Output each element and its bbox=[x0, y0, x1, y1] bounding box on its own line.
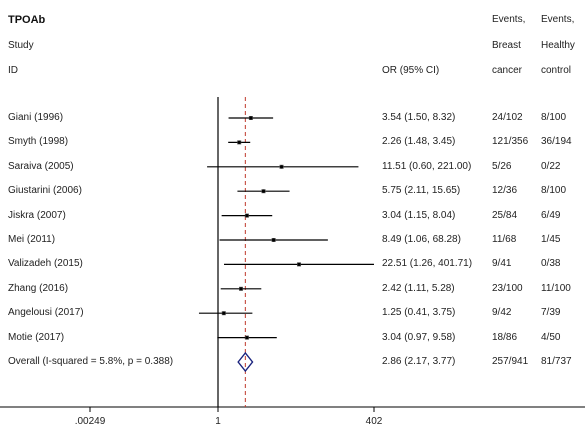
study-events-cancer: 5/26 bbox=[492, 160, 512, 172]
study-name: Motie (2017) bbox=[8, 331, 65, 343]
overall-events-control: 81/737 bbox=[541, 356, 572, 367]
study-column-header: Study bbox=[8, 40, 34, 51]
study-point-estimate bbox=[297, 262, 301, 266]
study-events-cancer: 24/102 bbox=[492, 112, 523, 123]
study-events-cancer: 25/84 bbox=[492, 209, 518, 221]
x-tick-label: 402 bbox=[366, 416, 383, 427]
overall-label: Overall (I-squared = 5.8%, p = 0.388) bbox=[8, 356, 174, 367]
study-point-estimate bbox=[272, 238, 276, 242]
events-control-header-line2: Healthy bbox=[541, 40, 575, 51]
study-events-control: 0/38 bbox=[541, 258, 561, 270]
study-point-estimate bbox=[249, 116, 253, 120]
study-or-ci: 22.51 (1.26, 401.71) bbox=[382, 258, 473, 270]
study-events-cancer: 12/36 bbox=[492, 185, 518, 197]
study-events-control: 8/100 bbox=[541, 185, 567, 197]
study-or-ci: 2.26 (1.48, 3.45) bbox=[382, 136, 456, 148]
events-control-header-line1: Events, bbox=[541, 14, 575, 25]
study-events-cancer: 9/41 bbox=[492, 258, 512, 270]
events-cancer-header-line3: cancer bbox=[492, 65, 523, 76]
study-name: Mei (2011) bbox=[8, 234, 56, 245]
study-events-control: 8/100 bbox=[541, 112, 567, 123]
study-events-cancer: 18/86 bbox=[492, 331, 518, 343]
overall-diamond bbox=[237, 351, 254, 373]
study-point-estimate bbox=[237, 140, 241, 144]
study-point-estimate bbox=[245, 336, 249, 340]
study-or-ci: 8.49 (1.06, 68.28) bbox=[382, 234, 461, 245]
x-tick-label: 1 bbox=[215, 416, 221, 427]
study-events-cancer: 11/68 bbox=[492, 234, 517, 245]
study-events-cancer: 23/100 bbox=[492, 282, 523, 294]
study-or-ci: 5.75 (2.11, 15.65) bbox=[382, 185, 461, 197]
id-column-header: ID bbox=[8, 65, 18, 76]
study-events-control: 36/194 bbox=[541, 136, 572, 148]
plot-title: TPOAb bbox=[8, 14, 46, 26]
events-control-header-line3: control bbox=[541, 65, 572, 76]
study-point-estimate bbox=[222, 311, 226, 315]
study-or-ci: 3.54 (1.50, 8.32) bbox=[382, 112, 456, 123]
study-or-ci: 1.25 (0.41, 3.75) bbox=[382, 307, 456, 319]
study-or-ci: 3.04 (0.97, 9.58) bbox=[382, 331, 456, 343]
study-name: Smyth (1998) bbox=[8, 136, 69, 148]
events-cancer-header-line1: Events, bbox=[492, 14, 526, 25]
study-or-ci: 3.04 (1.15, 8.04) bbox=[382, 209, 456, 221]
study-name: Giustarini (2006) bbox=[8, 185, 82, 197]
overall-or-ci: 2.86 (2.17, 3.77) bbox=[382, 356, 456, 367]
study-events-cancer: 121/356 bbox=[492, 136, 529, 148]
study-or-ci: 2.42 (1.11, 5.28) bbox=[382, 282, 455, 294]
study-events-control: 1/45 bbox=[541, 234, 561, 245]
or-column-header: OR (95% CI) bbox=[382, 65, 440, 76]
study-events-control: 11/100 bbox=[541, 282, 571, 294]
x-tick-label: .00249 bbox=[75, 416, 106, 427]
study-name: Giani (1996) bbox=[8, 112, 64, 123]
overall-events-cancer: 257/941 bbox=[492, 356, 529, 367]
study-events-control: 6/49 bbox=[541, 209, 561, 221]
study-name: Angelousi (2017) bbox=[8, 307, 84, 319]
study-events-control: 7/39 bbox=[541, 307, 561, 319]
study-or-ci: 11.51 (0.60, 221.00) bbox=[382, 160, 472, 172]
study-point-estimate bbox=[279, 165, 284, 169]
events-cancer-header-line2: Breast bbox=[492, 40, 521, 51]
study-events-control: 4/50 bbox=[541, 331, 561, 343]
study-name: Zhang (2016) bbox=[8, 282, 69, 294]
study-point-estimate bbox=[245, 214, 249, 218]
study-events-control: 0/22 bbox=[541, 160, 561, 172]
study-name: Jiskra (2007) bbox=[8, 209, 66, 221]
study-point-estimate bbox=[239, 287, 243, 291]
study-name: Saraiva (2005) bbox=[8, 160, 74, 172]
study-name: Valizadeh (2015) bbox=[8, 258, 83, 270]
study-point-estimate bbox=[261, 189, 266, 193]
study-events-cancer: 9/42 bbox=[492, 307, 512, 319]
